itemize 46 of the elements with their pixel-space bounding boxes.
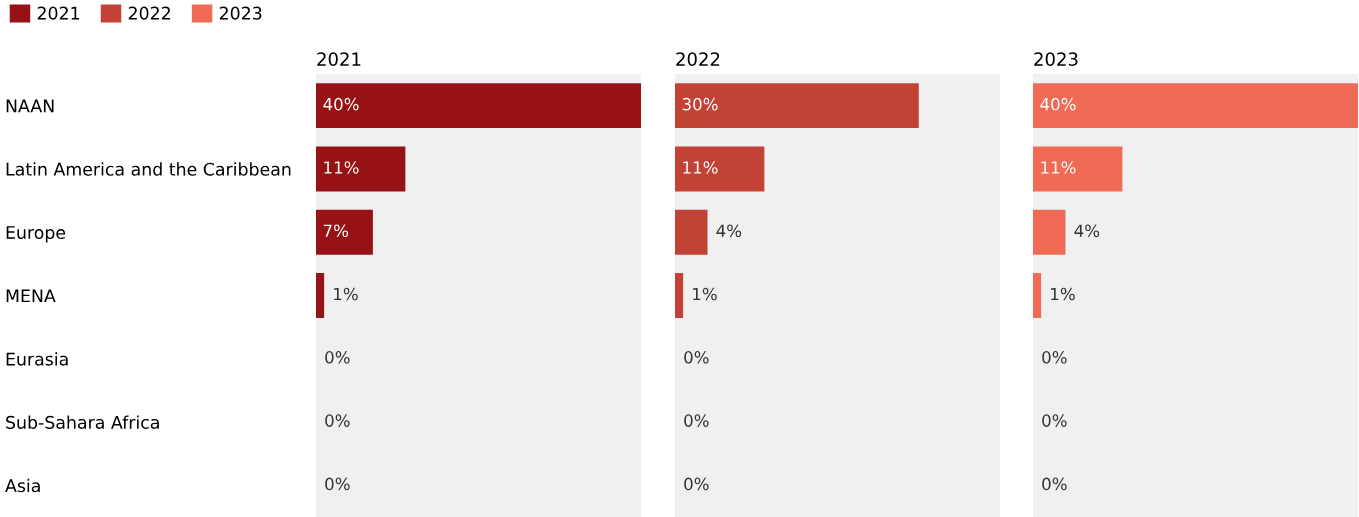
bar <box>675 209 708 255</box>
y-tick-label: Sub-Sahara Africa <box>6 415 159 429</box>
bar <box>675 273 684 318</box>
data-label: 11% <box>1041 161 1076 174</box>
y-tick-label: Latin America and the Caribbean <box>6 162 291 176</box>
data-label: 4% <box>716 224 742 238</box>
data-label: 11% <box>683 161 718 174</box>
data-label: 0% <box>684 351 709 364</box>
data-label: 0% <box>325 477 350 491</box>
data-label: 40% <box>1040 97 1076 111</box>
bar <box>1033 83 1358 129</box>
data-label: 0% <box>1042 351 1067 364</box>
chart-title: 2022 <box>676 52 720 66</box>
chart-title: 2023 <box>1034 52 1078 66</box>
bar <box>675 83 919 129</box>
data-label: 0% <box>684 414 709 427</box>
data-label: 1% <box>693 287 717 301</box>
chart-title: 2021 <box>317 52 361 66</box>
bar <box>1033 209 1066 255</box>
data-label: 30% <box>682 97 718 111</box>
legend-label: 2021 <box>37 6 80 20</box>
data-label: 0% <box>1042 414 1067 427</box>
legend-label: 2022 <box>128 6 170 20</box>
data-label: 0% <box>325 351 350 364</box>
data-label: 0% <box>684 477 709 491</box>
data-label: 1% <box>1051 287 1075 301</box>
data-label: 1% <box>334 287 358 301</box>
y-tick-label: NAAN <box>6 99 54 113</box>
data-label: 0% <box>325 414 350 427</box>
data-label: 40% <box>323 97 359 111</box>
y-tick-label: MENA <box>6 289 56 303</box>
bar <box>316 146 406 192</box>
legend-label: 2023 <box>219 6 262 20</box>
data-label: 4% <box>1074 224 1100 238</box>
data-label: 11% <box>324 161 359 174</box>
bar <box>316 83 641 129</box>
y-tick-label: Eurasia <box>6 352 68 366</box>
y-tick-label: Asia <box>5 478 40 493</box>
bar <box>1033 146 1123 192</box>
bar <box>316 273 325 318</box>
bar <box>1033 273 1042 318</box>
bar <box>316 209 373 255</box>
data-label: 0% <box>1042 477 1067 491</box>
y-tick-label: Europe <box>6 226 66 243</box>
data-label: 7% <box>323 224 349 238</box>
bar <box>675 146 765 192</box>
